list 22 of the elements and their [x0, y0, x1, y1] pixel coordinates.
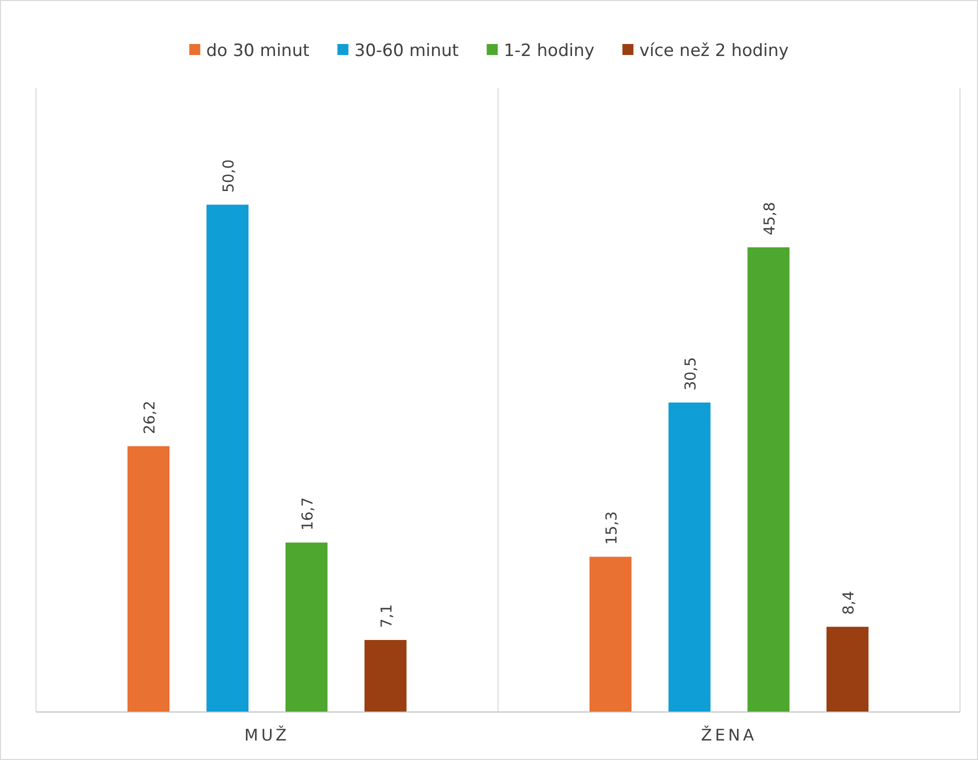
bar — [590, 556, 632, 712]
legend-label: 30-60 minut — [354, 40, 460, 61]
bar — [128, 446, 170, 712]
bar — [206, 204, 248, 712]
data-label: 45,8 — [760, 202, 778, 236]
x-tick-label: ŽENA — [701, 726, 757, 745]
data-label: 7,1 — [378, 604, 396, 628]
bar — [826, 626, 868, 712]
bar — [748, 247, 790, 712]
data-label: 50,0 — [220, 159, 238, 193]
data-label: 15,3 — [602, 511, 620, 545]
data-label: 16,7 — [298, 497, 316, 531]
bar — [364, 640, 406, 712]
legend-label: 1-2 hodiny — [504, 40, 594, 61]
data-label: 26,2 — [140, 400, 158, 434]
bar — [668, 402, 710, 712]
data-label: 8,4 — [840, 590, 858, 615]
data-label: 30,5 — [682, 357, 700, 391]
legend-label: do 30 minut — [206, 40, 310, 61]
legend-label: více než 2 hodiny — [639, 40, 789, 61]
x-tick-label: MUŽ — [244, 726, 290, 745]
bar — [286, 542, 328, 712]
